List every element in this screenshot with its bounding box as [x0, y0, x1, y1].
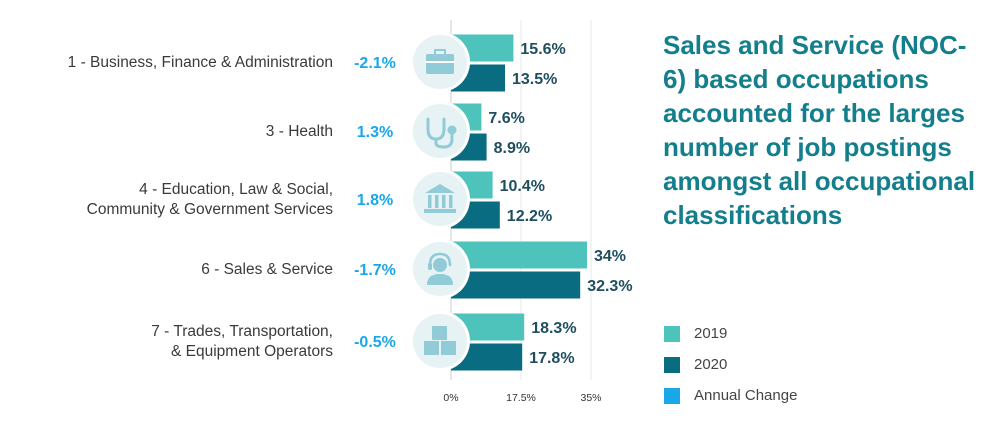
category-label-line: 7 - Trades, Transportation,	[151, 323, 333, 340]
agent-earpiece	[428, 263, 432, 270]
value-label-2020: 13.5%	[512, 71, 557, 88]
briefcase-icon	[425, 49, 455, 74]
stethoscope-icon	[426, 117, 457, 149]
x-tick-label: 17.5%	[506, 392, 536, 404]
legend-label-annual-change: Annual Change	[694, 387, 798, 404]
bar-2019	[451, 241, 587, 269]
legend-item-2019: 2019	[664, 318, 797, 349]
government-building-icon	[424, 184, 456, 213]
legend-item-2020: 2020	[664, 349, 797, 380]
stethoscope-chestpiece	[447, 125, 457, 135]
legend: 2019 2020 Annual Change	[664, 318, 797, 411]
icon-circle	[413, 314, 467, 368]
category-label-line: & Equipment Operators	[171, 343, 333, 360]
x-tick-label: 0%	[443, 392, 458, 404]
building-column	[442, 195, 446, 208]
annual-change-label: 1.3%	[357, 124, 393, 141]
legend-label-2020: 2020	[694, 356, 728, 373]
annual-change-label: -0.5%	[354, 334, 396, 351]
value-label-2019: 10.4%	[500, 178, 545, 195]
category-label-line: 4 - Education, Law & Social,	[139, 181, 333, 198]
annual-change-label: -1.7%	[354, 262, 396, 279]
bar-chart: 0% 17.5% 35% 1 - Business, Finance & Admin…	[68, 20, 633, 404]
category-label-line: Community & Government Services	[87, 201, 334, 218]
agent-headset	[428, 252, 452, 267]
value-label-2019: 7.6%	[488, 110, 524, 127]
value-label-2019: 15.6%	[520, 41, 565, 58]
value-label-2020: 8.9%	[494, 140, 530, 157]
category-label: 7 - Trades, Transportation, & Equipment O…	[151, 323, 333, 360]
category-label-line: 3 - Health	[266, 123, 333, 140]
chart-labels: 1 - Business, Finance & Administration -2…	[68, 41, 633, 367]
building-roof	[425, 184, 455, 193]
category-icons	[410, 32, 470, 371]
building-base	[424, 209, 456, 213]
value-label-2019: 18.3%	[531, 320, 576, 337]
briefcase-body	[426, 54, 454, 74]
icon-circle	[413, 172, 467, 226]
legend-swatch-2020	[664, 356, 680, 373]
headset-agent-icon	[427, 252, 453, 285]
box-top	[432, 326, 447, 340]
value-label-2019: 34%	[594, 248, 626, 265]
boxes-icon	[424, 326, 456, 355]
stethoscope-cord	[434, 131, 454, 149]
annual-change-label: -2.1%	[354, 55, 396, 72]
box-bottom-right	[441, 341, 456, 355]
value-label-2020: 12.2%	[507, 208, 552, 225]
bar-2020	[451, 271, 581, 299]
building-column	[449, 195, 453, 208]
category-label: 3 - Health	[266, 123, 333, 140]
category-label-line: 1 - Business, Finance & Administration	[68, 54, 333, 71]
value-label-2020: 32.3%	[587, 278, 632, 295]
legend-item-annual-change: Annual Change	[664, 380, 797, 411]
building-column	[435, 195, 439, 208]
category-label-line: 6 - Sales & Service	[201, 261, 333, 278]
legend-swatch-annual-change	[664, 387, 680, 404]
headline-text: Sales and Service (NOC-6) based occupati…	[663, 30, 976, 230]
agent-head	[433, 258, 447, 272]
legend-swatch-2019	[664, 325, 680, 342]
agent-body	[427, 274, 453, 285]
category-label: 4 - Education, Law & Social, Community & …	[87, 181, 334, 218]
x-tick-label: 35%	[580, 392, 601, 404]
category-label: 1 - Business, Finance & Administration	[68, 54, 333, 71]
icon-circle	[413, 104, 467, 158]
building-column	[428, 195, 432, 208]
box-bottom-left	[424, 341, 439, 355]
annual-change-label: 1.8%	[357, 192, 393, 209]
category-label: 6 - Sales & Service	[201, 261, 333, 278]
legend-label-2019: 2019	[694, 325, 728, 342]
value-label-2020: 17.8%	[529, 350, 574, 367]
briefcase-handle	[434, 49, 446, 55]
